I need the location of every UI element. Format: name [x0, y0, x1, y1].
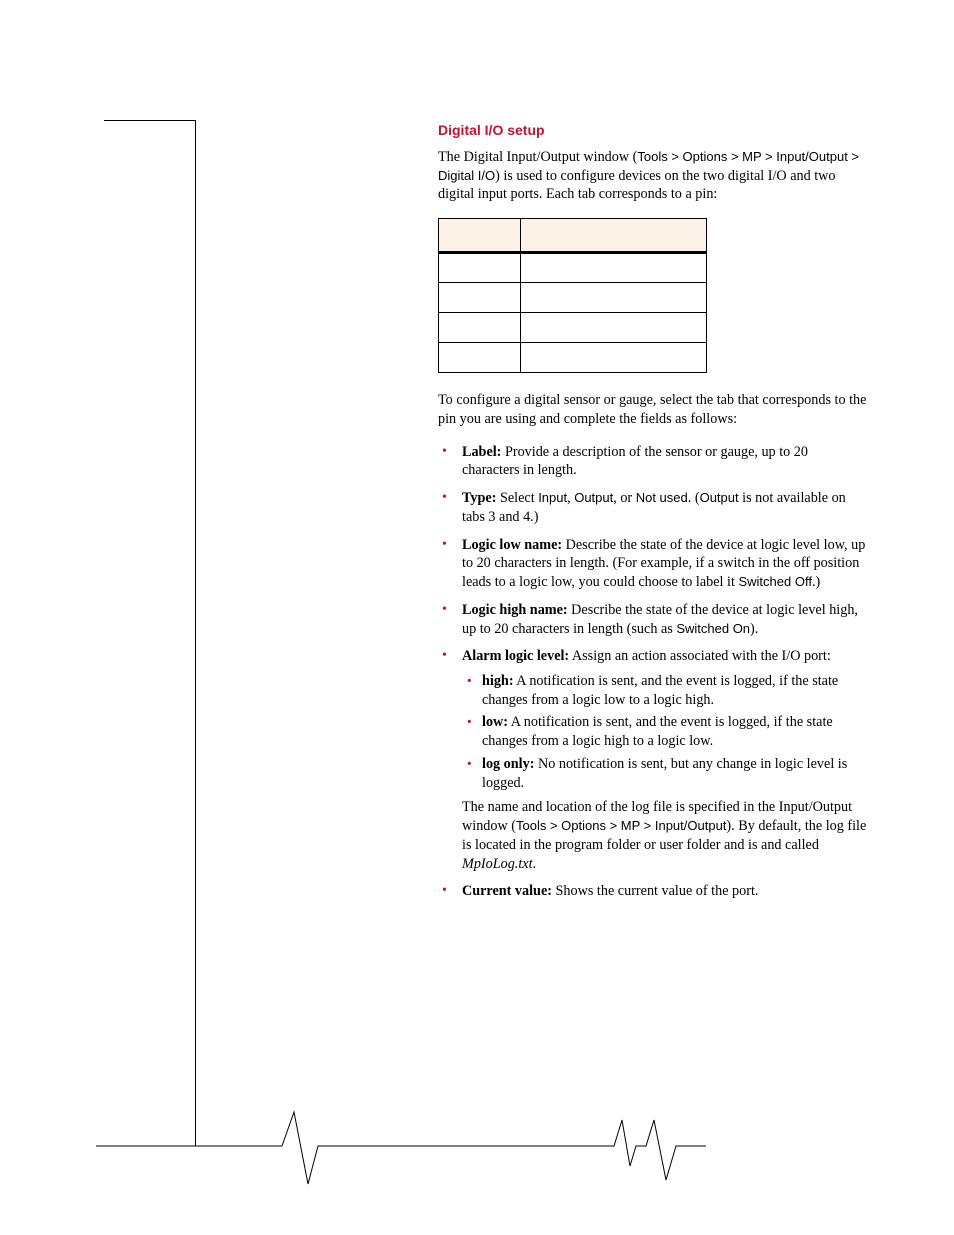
- pins-table: [438, 218, 707, 373]
- bullet-label: Logic low name:: [462, 537, 562, 553]
- sub-item-log-only: log only: No notification is sent, but a…: [462, 755, 868, 792]
- table-cell: [439, 313, 521, 343]
- table-cell: [521, 283, 707, 313]
- table-header-cell: [439, 219, 521, 253]
- after-filename: MpIoLog.txt: [462, 856, 533, 872]
- bullet-text: .): [812, 574, 820, 590]
- type-option: Output: [700, 490, 739, 505]
- footer-ecg-line: [96, 1104, 706, 1192]
- table-row: [439, 343, 707, 373]
- sub-item-high: high: A notification is sent, and the ev…: [462, 672, 868, 709]
- bullet-label: Type:: [462, 490, 496, 506]
- intro-paragraph: The Digital Input/Output window (Tools >…: [438, 148, 868, 204]
- table-cell: [521, 343, 707, 373]
- lead-paragraph: To configure a digital sensor or gauge, …: [438, 391, 868, 428]
- bullet-label: Logic high name:: [462, 602, 568, 618]
- bullet-item-logic-low: Logic low name: Describe the state of th…: [438, 536, 868, 592]
- bullet-item-type: Type: Select Input, Output, or Not used.…: [438, 489, 868, 526]
- bullet-label: Label:: [462, 444, 501, 460]
- side-rule: [104, 120, 196, 1146]
- bullet-item-label: Label: Provide a description of the sens…: [438, 443, 868, 480]
- bullet-text: Shows the current value of the port.: [552, 883, 758, 899]
- intro-pre: The Digital Input/Output window (: [438, 149, 637, 165]
- sub-item-low: low: A notification is sent, and the eve…: [462, 713, 868, 750]
- sub-label: log only:: [482, 756, 534, 772]
- bullet-label: Current value:: [462, 883, 552, 899]
- table-cell: [439, 253, 521, 283]
- type-option: Input: [538, 490, 567, 505]
- table-row: [439, 313, 707, 343]
- type-option: Output: [574, 490, 613, 505]
- alarm-after-text: The name and location of the log file is…: [462, 798, 868, 873]
- bullet-item-logic-high: Logic high name: Describe the state of t…: [438, 601, 868, 638]
- table-header-row: [439, 219, 707, 253]
- intro-post: ) is used to configure devices on the tw…: [438, 168, 836, 203]
- after-post: .: [533, 856, 537, 872]
- sub-text: No notification is sent, but any change …: [482, 756, 847, 791]
- sub-label: high:: [482, 673, 514, 689]
- bullet-label: Alarm logic level:: [462, 648, 569, 664]
- bullet-text: Select: [496, 490, 538, 506]
- table-row: [439, 283, 707, 313]
- bullet-list: Label: Provide a description of the sens…: [438, 443, 868, 901]
- bullet-text: Provide a description of the sensor or g…: [462, 444, 808, 479]
- code-text: Switched Off: [738, 574, 811, 589]
- table-row: [439, 253, 707, 283]
- table-cell: [521, 313, 707, 343]
- table-cell: [439, 283, 521, 313]
- bullet-item-alarm: Alarm logic level: Assign an action asso…: [438, 647, 868, 873]
- sub-text: A notification is sent, and the event is…: [482, 673, 838, 708]
- sub-label: low:: [482, 714, 508, 730]
- sub-text: A notification is sent, and the event is…: [482, 714, 833, 749]
- bullet-item-current-value: Current value: Shows the current value o…: [438, 882, 868, 901]
- after-menu-path: Tools > Options > MP > Input/Output: [516, 818, 726, 833]
- table-header-cell: [521, 219, 707, 253]
- code-text: Switched On: [676, 621, 750, 636]
- type-option: Not used: [636, 490, 688, 505]
- bullet-text: ).: [750, 621, 758, 637]
- table-cell: [521, 253, 707, 283]
- sep: , or: [613, 490, 635, 506]
- section-title: Digital I/O setup: [438, 122, 868, 138]
- bullet-text: Assign an action associated with the I/O…: [569, 648, 831, 664]
- bullet-text: . (: [688, 490, 700, 506]
- sub-list: high: A notification is sent, and the ev…: [462, 672, 868, 792]
- main-content: Digital I/O setup The Digital Input/Outp…: [438, 122, 868, 910]
- table-cell: [439, 343, 521, 373]
